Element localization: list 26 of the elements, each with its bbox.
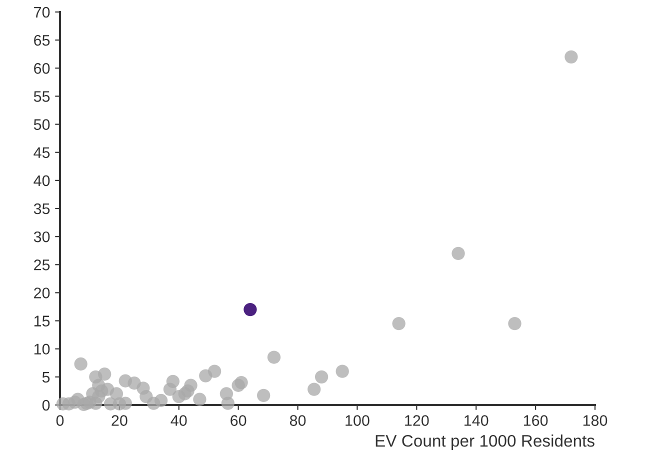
y-tick-label: 45 — [34, 147, 50, 158]
y-tick-label: 40 — [34, 175, 50, 186]
x-tick-label: 140 — [464, 415, 488, 426]
y-tick-label: 20 — [34, 288, 50, 298]
x-tick-label: 0 — [56, 415, 64, 426]
y-tick-label: 50 — [34, 119, 50, 130]
y-tick-label: 15 — [34, 316, 50, 326]
x-tick-label: 80 — [290, 415, 306, 426]
y-tick-label: 5 — [42, 372, 50, 383]
y-tick-label: 60 — [34, 63, 50, 74]
y-tick-label: 70 — [34, 6, 50, 18]
y-tick-label: 35 — [34, 203, 50, 214]
x-tick-label: 120 — [405, 415, 429, 426]
x-tick-label: 160 — [524, 415, 548, 426]
y-tick-label: 0 — [42, 400, 50, 411]
x-tick-label: 20 — [112, 415, 128, 426]
x-tick-label: 180 — [583, 415, 608, 426]
x-tick-label: 60 — [230, 415, 246, 426]
x-axis-title: EV Count per 1000 Residents — [376, 434, 594, 450]
y-tick-label: 65 — [34, 34, 50, 46]
y-tick-label: 10 — [34, 344, 50, 355]
x-tick-label: 100 — [346, 415, 370, 426]
x-tick-label: 40 — [170, 415, 187, 426]
y-tick-label: 55 — [34, 91, 50, 102]
y-tick-label: 30 — [34, 231, 50, 242]
y-tick-label: 25 — [34, 260, 50, 270]
